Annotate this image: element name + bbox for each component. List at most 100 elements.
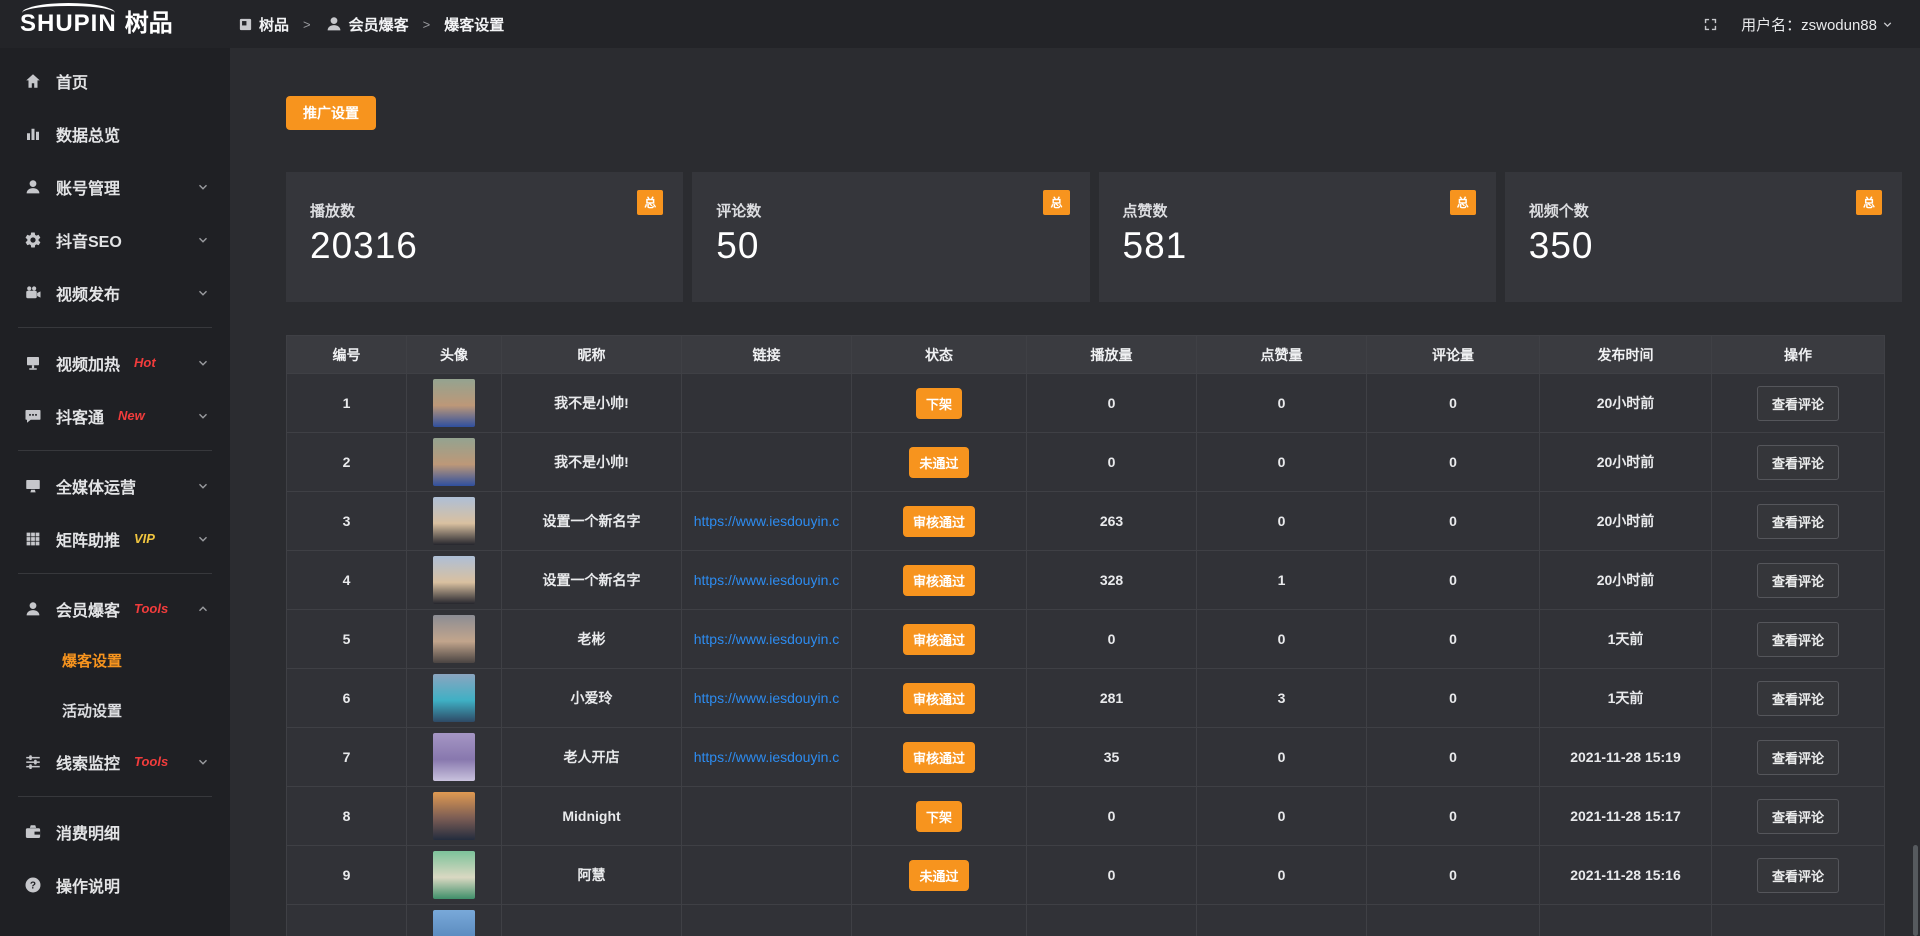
breadcrumb-label: 爆客设置 [444,16,505,34]
column-header: 播放量 [1026,335,1197,374]
breadcrumb-item[interactable]: 爆客设置 [444,14,504,35]
logo-text-cn: 树品 [124,10,173,37]
cell-actions: 查看评论 [1711,845,1885,905]
video-link[interactable]: https://www.iesdouyin.c [693,690,840,706]
breadcrumb-item[interactable]: 树品 [238,14,289,35]
cell-id: 6 [286,668,407,728]
breadcrumb-separator: > [422,16,431,32]
cell-comments: 0 [1366,786,1540,846]
video-link[interactable]: https://www.iesdouyin.c [693,513,840,529]
sidebar-item-operation-guide[interactable]: ? 操作说明 [0,858,230,911]
cell-publish-time: 2021-11-28 15:17 [1539,786,1712,846]
cell-nickname: 老人开店 [501,727,682,787]
breadcrumb-separator: > [303,16,311,32]
column-header: 编号 [286,335,407,374]
status-badge: 未通过 [909,446,969,478]
tv-icon [24,354,42,372]
cell-actions: 查看评论 [1711,668,1885,728]
stat-card-total-badge: 总 [1043,190,1070,215]
view-comments-button[interactable]: 查看评论 [1756,621,1839,657]
cell-nickname [501,904,682,936]
sidebar-item-matrix-boost[interactable]: 矩阵助推 VIP [0,512,230,565]
chevron-down-icon [196,356,210,370]
cell-link: https://www.iesdouyin.c [681,491,852,551]
cell-id: 5 [286,609,407,669]
sidebar-item-member-baoke[interactable]: 会员爆客 Tools [0,582,230,635]
sidebar-item-douketong[interactable]: 抖客通 New [0,389,230,442]
view-comments-button[interactable]: 查看评论 [1756,385,1839,421]
stat-card-label: 点赞数 [1122,203,1168,220]
wallet-icon [24,823,42,841]
sidebar: 首页数据总览账号管理 抖音SEO 视频发布视频加热 Hot 抖客通 New 全媒体运营矩阵助… [0,48,230,936]
cell-publish-time: 20小时前 [1539,491,1712,551]
column-header: 头像 [406,335,502,374]
sidebar-divider [18,450,212,451]
cell-link: https://www.iesdouyin.c [681,609,852,669]
user-icon [325,15,343,33]
cell-link [681,786,852,846]
sidebar-item-label: 全媒体运营 [56,479,137,497]
sidebar-badge: VIP [134,531,155,546]
view-comments-button[interactable]: 查看评论 [1756,739,1839,775]
video-link[interactable]: https://www.iesdouyin.c [693,749,840,765]
scrollbar-thumb[interactable] [1913,845,1918,936]
sidebar-subitem-activity-settings[interactable]: 活动设置 [62,702,123,720]
column-header: 点赞量 [1196,335,1367,374]
sidebar-item-consume-detail[interactable]: 消费明细 [0,805,230,858]
gear-icon [24,231,42,249]
sidebar-badge: New [118,408,145,423]
status-badge: 下架 [915,387,962,419]
cell-nickname: 设置一个新名字 [501,550,682,610]
chevron-down-icon [196,180,210,194]
view-comments-button[interactable]: 查看评论 [1756,857,1839,893]
sidebar-item-label: 视频发布 [56,286,121,304]
video-icon [24,284,42,302]
cell-plays: 328 [1026,550,1197,610]
cell-actions: 查看评论 [1711,432,1885,492]
breadcrumb-item[interactable]: 会员爆客 [325,14,409,35]
breadcrumb: 树品 > 会员爆客 > 爆客设置 [238,14,504,35]
sidebar-item-media-operation[interactable]: 全媒体运营 [0,459,230,512]
video-link[interactable]: https://www.iesdouyin.c [693,572,840,588]
cell-publish-time: 20小时前 [1539,432,1712,492]
sidebar-item-label: 数据总览 [56,127,121,145]
sidebar-item-video-heat[interactable]: 视频加热 Hot [0,336,230,389]
sidebar-item-label: 会员爆客 [56,602,121,620]
sidebar-item-account-manage[interactable]: 账号管理 [0,160,230,213]
cell-avatar [406,373,502,433]
sidebar-item-home[interactable]: 首页 [0,54,230,107]
view-comments-button[interactable]: 查看评论 [1756,562,1839,598]
cell-likes: 0 [1196,845,1367,905]
video-link[interactable]: https://www.iesdouyin.c [693,631,840,647]
avatar [433,556,475,604]
view-comments-button[interactable]: 查看评论 [1756,503,1839,539]
cell-nickname: 阿慧 [501,845,682,905]
sidebar-subitem-baoke-settings[interactable]: 爆客设置 [62,652,123,670]
cell-id: 4 [286,550,407,610]
cell-publish-time: 20小时前 [1539,550,1712,610]
view-comments-button[interactable]: 查看评论 [1756,444,1839,480]
sidebar-item-douyin-seo[interactable]: 抖音SEO [0,213,230,266]
sidebar-item-video-publish[interactable]: 视频发布 [0,266,230,319]
sidebar-item-label: 消费明细 [56,825,121,843]
sidebar-item-clue-monitor[interactable]: 线索监控 Tools [0,735,230,788]
cell-plays: 0 [1026,786,1197,846]
column-header: 评论量 [1366,335,1540,374]
stat-card-label: 评论数 [716,203,762,220]
promotion-settings-button[interactable]: 推广设置 [286,96,376,130]
cell-status: 审核通过 [851,550,1027,610]
cell-actions: 查看评论 [1711,609,1885,669]
fullscreen-icon[interactable] [1702,16,1719,33]
cell-comments [1366,904,1540,936]
help-icon: ? [24,876,42,894]
view-comments-button[interactable]: 查看评论 [1756,680,1839,716]
username-menu[interactable]: 用户名：zswodun88 [1741,14,1894,35]
status-badge: 审核通过 [902,682,975,714]
table-row: 4 设置一个新名字 https://www.iesdouyin.c 审核通过 328 1 0… [286,550,1885,610]
sidebar-item-data-overview[interactable]: 数据总览 [0,107,230,160]
monitor-icon [24,477,42,495]
avatar [433,674,475,722]
cell-actions: 查看评论 [1711,786,1885,846]
cell-comments: 0 [1366,373,1540,433]
view-comments-button[interactable]: 查看评论 [1756,798,1839,834]
